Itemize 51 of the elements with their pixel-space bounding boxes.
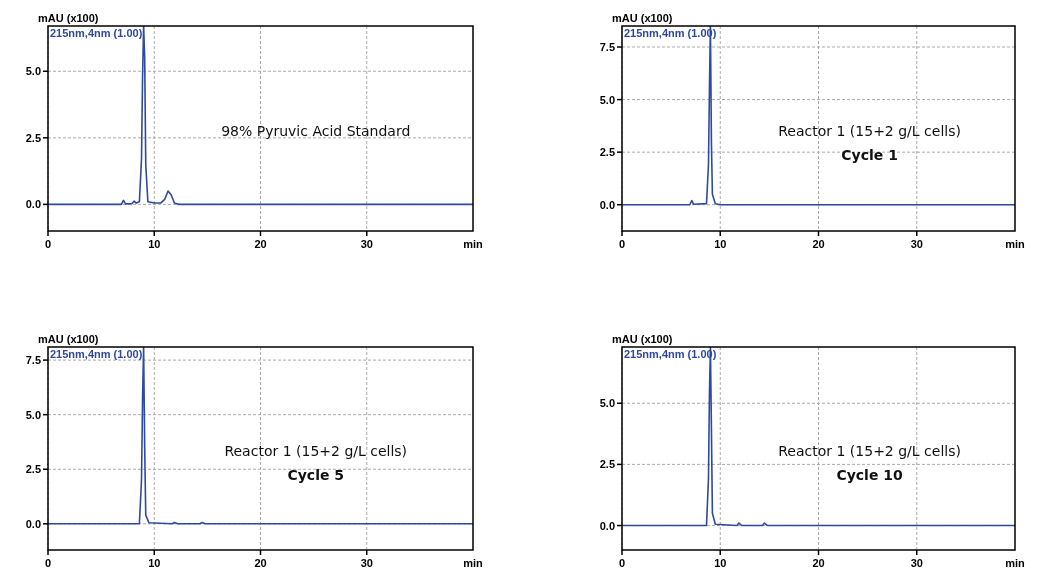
y-axis-title: mAU (x100) [612, 333, 673, 345]
y-tick-label: 2.5 [25, 463, 41, 476]
x-tick-label: 20 [812, 557, 825, 569]
x-tick-label: 30 [910, 238, 923, 250]
x-tick-label: 20 [812, 238, 825, 250]
x-axis-title: min [1005, 557, 1026, 569]
annotation: Reactor 1 (15+2 g/L cells) [778, 443, 961, 460]
line-series [48, 26, 473, 206]
y-axis-title: mAU (x100) [612, 12, 673, 24]
y-tick-label: 5.0 [599, 93, 615, 106]
x-tick-label: 10 [714, 238, 727, 250]
annotation: Reactor 1 (15+2 g/L cells) [224, 443, 408, 460]
y-tick-label: 5.0 [25, 65, 41, 78]
x-tick-label: 10 [148, 238, 161, 250]
x-tick-label: 20 [254, 557, 267, 569]
x-tick-label: 30 [360, 238, 373, 250]
y-tick-label: 5.0 [599, 397, 615, 410]
x-tick-label: 30 [910, 557, 923, 569]
annotation: 98% Pyruvic Acid Standard [221, 123, 411, 140]
line-series [622, 26, 1015, 206]
y-tick-label: 2.5 [25, 131, 41, 144]
x-tick-label: 10 [148, 557, 161, 569]
annotation: Reactor 1 (15+2 g/L cells) [778, 123, 961, 140]
x-axis-title: min [463, 238, 484, 250]
x-tick-label: 0 [44, 238, 52, 250]
y-tick-label: 5.0 [25, 408, 41, 421]
x-axis-title: min [1005, 238, 1026, 250]
series-label: 215nm,4nm (1.00) [50, 27, 143, 39]
x-axis-title: min [463, 557, 484, 569]
annotation: Cycle 5 [287, 467, 345, 484]
y-tick-label: 0.0 [25, 517, 41, 530]
x-tick-label: 20 [254, 238, 267, 250]
y-axis-title: mAU (x100) [38, 333, 99, 345]
annotation: Cycle 1 [841, 147, 898, 164]
x-tick-label: 0 [618, 557, 626, 569]
annotation: Cycle 10 [836, 467, 904, 484]
y-tick-label: 0.0 [599, 519, 615, 532]
x-tick-label: 0 [44, 557, 52, 569]
series-label: 215nm,4nm (1.00) [50, 348, 143, 360]
y-tick-label: 0.0 [599, 198, 615, 211]
line-series [48, 347, 473, 525]
x-tick-label: 10 [714, 557, 727, 569]
line-series [622, 347, 1015, 527]
y-tick-label: 2.5 [599, 146, 615, 159]
x-tick-label: 30 [360, 557, 373, 569]
y-tick-label: 7.5 [599, 41, 615, 54]
x-tick-label: 0 [618, 238, 626, 250]
y-tick-label: 0.0 [25, 198, 41, 211]
y-tick-label: 2.5 [599, 458, 615, 471]
y-axis-title: mAU (x100) [38, 12, 99, 24]
y-tick-label: 7.5 [25, 354, 41, 367]
